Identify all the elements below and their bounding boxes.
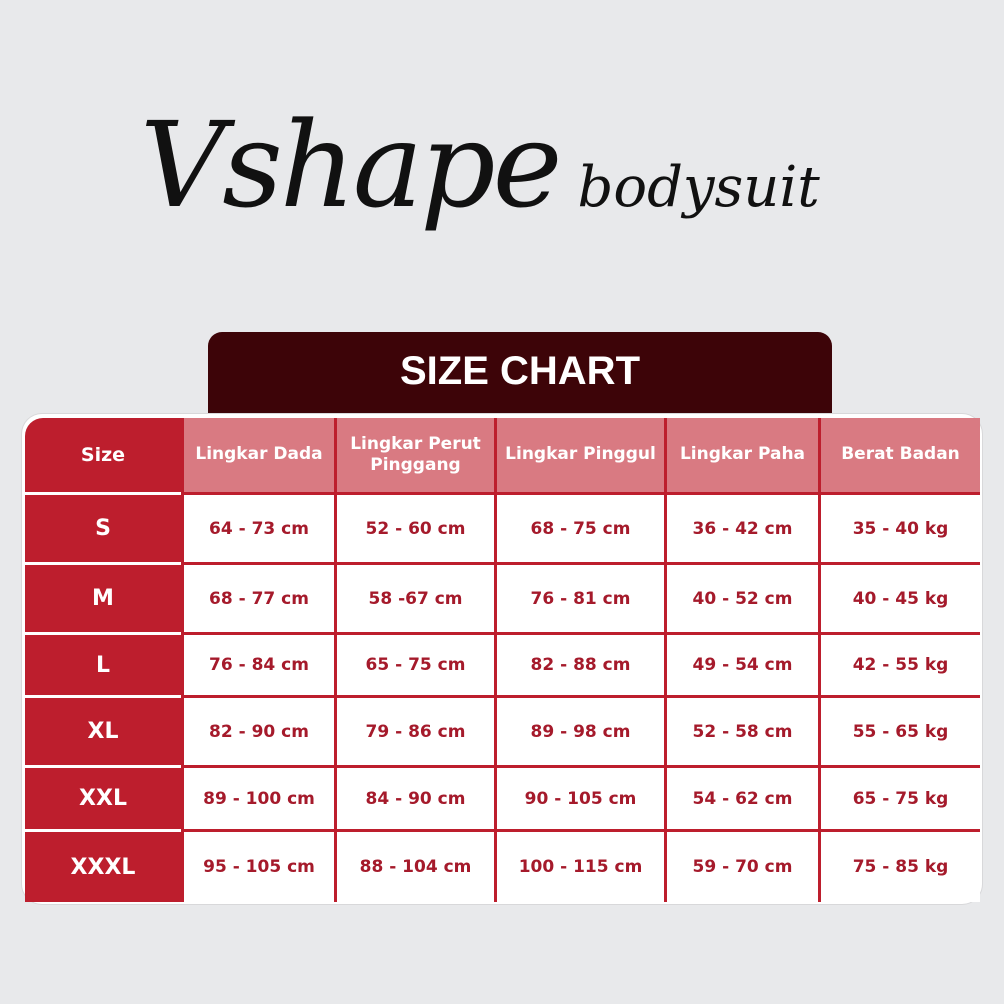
size-label: L [25,635,181,698]
size-label: XXL [25,768,181,832]
table-cell: 89 - 100 cm [181,768,334,832]
size-chart-banner: SIZE CHART [208,332,832,416]
column-header: Lingkar Paha [664,418,818,495]
size-label: M [25,565,181,635]
table-cell: 35 - 40 kg [818,495,980,565]
size-label: S [25,495,181,565]
table-cell: 65 - 75 kg [818,768,980,832]
size-label: XL [25,698,181,768]
table-cell: 79 - 86 cm [334,698,494,768]
table-cell: 54 - 62 cm [664,768,818,832]
table-cell: 95 - 105 cm [181,832,334,902]
table-cell: 88 - 104 cm [334,832,494,902]
table-cell: 40 - 45 kg [818,565,980,635]
table-cell: 52 - 60 cm [334,495,494,565]
table-cell: 68 - 75 cm [494,495,664,565]
table-cell: 55 - 65 kg [818,698,980,768]
logo-main-text: Vshape [140,96,562,234]
column-header: Lingkar Perut Pinggang [334,418,494,495]
column-header: Lingkar Dada [181,418,334,495]
column-header: Lingkar Pinggul [494,418,664,495]
table-cell: 82 - 90 cm [181,698,334,768]
table-cell: 36 - 42 cm [664,495,818,565]
size-table: Size Lingkar Dada Lingkar Perut Pinggang L… [25,418,980,902]
table-cell: 52 - 58 cm [664,698,818,768]
table-cell: 90 - 105 cm [494,768,664,832]
table-cell: 100 - 115 cm [494,832,664,902]
table-cell: 75 - 85 kg [818,832,980,902]
table-cell: 76 - 84 cm [181,635,334,698]
table-cell: 40 - 52 cm [664,565,818,635]
table-cell: 42 - 55 kg [818,635,980,698]
table-cell: 58 -67 cm [334,565,494,635]
table-cell: 49 - 54 cm [664,635,818,698]
table-cell: 68 - 77 cm [181,565,334,635]
banner-title: SIZE CHART [400,348,640,393]
table-cell: 82 - 88 cm [494,635,664,698]
column-header: Berat Badan [818,418,980,495]
logo-sub-text: bodysuit [577,155,820,220]
size-label: XXXL [25,832,181,902]
brand-logo: Vshape bodysuit [140,95,900,315]
table-cell: 65 - 75 cm [334,635,494,698]
table-cell: 59 - 70 cm [664,832,818,902]
table-cell: 76 - 81 cm [494,565,664,635]
table-cell: 89 - 98 cm [494,698,664,768]
table-cell: 64 - 73 cm [181,495,334,565]
size-column-header: Size [25,418,181,495]
table-cell: 84 - 90 cm [334,768,494,832]
